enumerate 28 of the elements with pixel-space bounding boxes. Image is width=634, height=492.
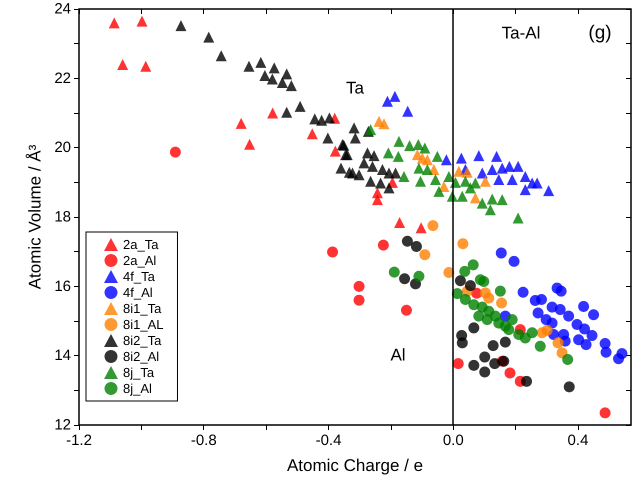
annotation: Ta-Al xyxy=(502,24,540,42)
legend-label: 8i1_Ta xyxy=(123,301,162,316)
legend-label: 4f_Al xyxy=(123,285,153,300)
legend-label: 8i2_Al xyxy=(123,349,160,364)
y-tick-label: 12 xyxy=(54,416,71,434)
x-tick-label: 0.0 xyxy=(442,432,464,449)
x-tick-label: 0.4 xyxy=(568,432,588,449)
y-axis-title: Atomic Volume / Å³ xyxy=(25,144,44,290)
y-tick-label: 22 xyxy=(54,70,71,87)
annotation: Ta xyxy=(346,78,365,98)
x-axis-title: Atomic Charge / e xyxy=(286,456,424,475)
annotation: Al xyxy=(390,346,406,364)
legend-label: 2a_Ta xyxy=(123,237,160,252)
x-tick-label: -0.4 xyxy=(316,432,342,449)
legend-label: 4f_Ta xyxy=(123,269,156,284)
annotation: (g) xyxy=(588,22,612,44)
y-tick-label: 16 xyxy=(54,278,71,295)
legend-label: 2a_Al xyxy=(123,253,156,268)
x-tick-label: -1.2 xyxy=(66,432,92,449)
legend-label: 8i2_Ta xyxy=(123,333,162,348)
y-tick-label: 24 xyxy=(54,0,71,18)
y-tick-label: 18 xyxy=(54,208,71,226)
legend-label: 8i1_AL xyxy=(123,317,164,332)
x-tick-label: -0.8 xyxy=(190,432,217,449)
legend-label: 8j_Ta xyxy=(123,365,155,380)
y-tick-label: 14 xyxy=(54,347,71,364)
legend-label: 8j_Al xyxy=(123,381,152,396)
y-tick-label: 20 xyxy=(54,139,71,156)
